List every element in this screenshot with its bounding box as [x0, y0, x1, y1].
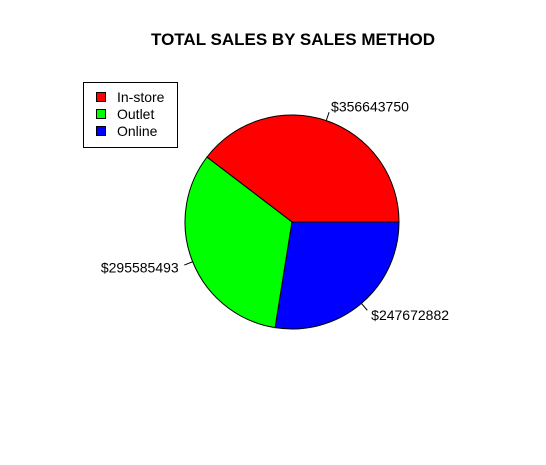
pie-slice-online [274, 221, 400, 330]
legend-swatch-online [96, 125, 106, 136]
legend-item-in-store: In-store [84, 88, 177, 105]
legend-label-online: Online [117, 122, 158, 139]
slice-label-tick-online [361, 303, 368, 311]
slice-label-tick-in-store [325, 111, 330, 121]
slice-label-in-store: $356643750 [331, 98, 409, 114]
chart-title: TOTAL SALES BY SALES METHOD [151, 30, 435, 49]
legend-label-in-store: In-store [117, 88, 165, 105]
slice-label-outlet: $295585493 [101, 259, 179, 275]
slice-label-tick-outlet [184, 261, 193, 266]
legend-swatch-in-store [96, 91, 106, 102]
pie-slice-in-store [206, 114, 400, 223]
legend-swatch-outlet [96, 108, 106, 119]
legend: In-store Outlet Online [83, 82, 178, 148]
legend-item-online: Online [84, 122, 177, 139]
pie-slice-outlet [184, 156, 293, 329]
legend-label-outlet: Outlet [117, 105, 155, 122]
legend-item-outlet: Outlet [84, 105, 177, 122]
slice-label-online: $247672882 [371, 307, 449, 323]
